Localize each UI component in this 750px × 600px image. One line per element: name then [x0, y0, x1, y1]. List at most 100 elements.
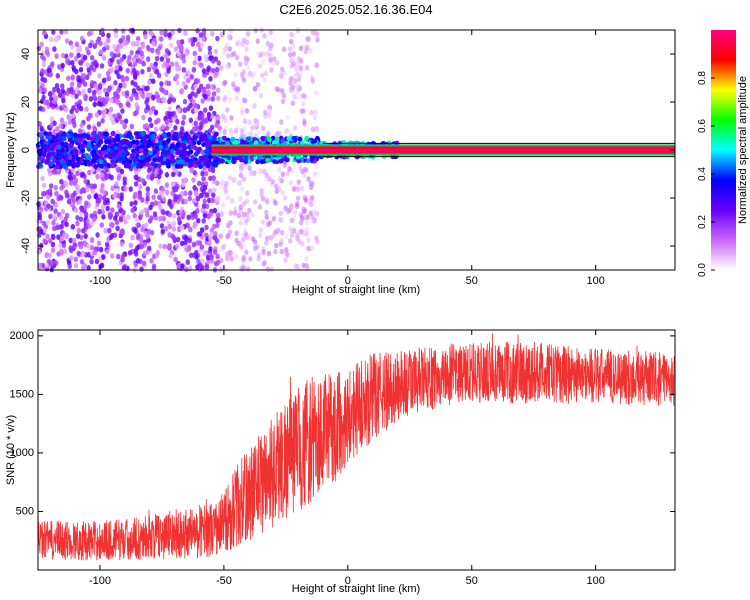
spectrogram-cell — [222, 129, 227, 135]
spectrogram-cell — [56, 87, 61, 94]
spectrogram-cell — [290, 83, 295, 90]
x-tick-label: 100 — [587, 275, 605, 287]
spectrogram-cell — [133, 181, 139, 187]
spectrogram-cell — [238, 196, 243, 202]
spectrogram-cell — [89, 237, 95, 244]
spectrogram-cell — [287, 46, 293, 52]
spectrogram-cell — [97, 131, 103, 137]
spectrogram-cell — [213, 72, 218, 79]
spectrogram-cell — [84, 153, 90, 158]
spectrogram-cell — [96, 167, 102, 173]
spectrogram-cell — [253, 245, 258, 252]
spectrogram-cell — [139, 243, 144, 250]
spectrogram-cell — [52, 212, 57, 219]
spectrogram-cell — [108, 97, 114, 103]
spectrogram-cell — [268, 29, 273, 36]
spectrogram-cell — [200, 258, 205, 264]
spectrogram-cell — [223, 46, 228, 52]
spectrogram-cell — [270, 179, 275, 185]
spectrogram-cell — [169, 61, 175, 67]
spectrogram-cell — [306, 237, 311, 243]
spectrogram-cell — [219, 179, 225, 186]
spectrogram-cell — [141, 135, 146, 141]
spectrogram-cell — [202, 118, 207, 125]
spectrogram-cell — [151, 78, 156, 84]
spectrogram-cell — [119, 168, 125, 175]
spectrogram-cell — [290, 100, 295, 107]
spectrogram-cell — [44, 46, 50, 53]
spectrogram-cell — [41, 182, 47, 189]
spectrogram-cell — [248, 171, 254, 177]
spectrogram-cell — [215, 217, 220, 223]
spectrogram-cell — [92, 101, 97, 108]
spectrogram-cell — [179, 126, 185, 132]
spectrogram-cell — [125, 141, 131, 147]
spectrogram-cell — [199, 192, 204, 199]
spectrogram-cell — [70, 167, 76, 174]
spectrogram-cell — [112, 193, 117, 199]
spectrogram-cell — [277, 130, 282, 137]
spectrogram-cell — [57, 92, 63, 98]
spectrogram-cell — [161, 141, 167, 146]
spectrogram-cell — [175, 142, 181, 147]
spectrogram-cell — [243, 60, 249, 66]
spectrogram-cell — [291, 61, 297, 67]
spectrogram-cell — [186, 144, 192, 150]
spectrogram-cell — [172, 213, 177, 219]
spectrogram-cell — [244, 108, 250, 114]
spectrogram-cell — [54, 190, 59, 197]
spectrogram-cell — [238, 61, 243, 67]
spectrogram-cell — [44, 145, 50, 151]
spectrogram-cell — [71, 113, 76, 119]
spectrogram-cell — [66, 198, 72, 205]
spectrogram-cell — [230, 157, 236, 163]
spectrogram-cell — [86, 124, 92, 130]
spectrogram-cell — [280, 230, 285, 236]
spectrogram-cell — [162, 133, 168, 139]
spectrogram-cell — [196, 217, 201, 224]
spectrogram-cell — [212, 207, 218, 214]
spectrogram-cell — [121, 156, 127, 162]
spectrogram-cell — [224, 255, 230, 262]
spectrogram-cell — [222, 135, 227, 141]
spectrogram-cell — [113, 32, 119, 39]
spectrogram-cell — [289, 232, 295, 239]
spectrogram-cell — [147, 79, 152, 86]
spectrogram-cell — [134, 251, 139, 257]
spectrogram-cell — [65, 132, 70, 138]
spectrogram-cell — [213, 48, 218, 55]
spectrogram-cell — [45, 51, 51, 57]
spectrogram-cell — [210, 58, 216, 64]
colorbar-tick-label: 0.2 — [697, 215, 708, 229]
spectrogram-cell — [43, 69, 48, 75]
spectrogram-cell — [315, 36, 320, 43]
spectrogram-cell — [187, 93, 192, 100]
spectrogram-cell — [204, 56, 210, 63]
spectrogram-cell — [46, 67, 52, 73]
spectrogram-cell — [46, 155, 51, 160]
spectrogram-cell — [313, 109, 318, 116]
spectrogram-cell — [48, 101, 54, 108]
spectrogram-cell — [72, 162, 78, 168]
spectrogram-cell — [178, 195, 183, 202]
spectrogram-cell — [116, 175, 121, 181]
spectrogram-cell — [87, 31, 92, 37]
spectrogram-cell — [183, 131, 189, 137]
spectrogram-cell — [131, 143, 137, 149]
spectrogram-cell — [262, 259, 267, 266]
spectrogram-cell — [159, 56, 165, 62]
spectrogram-cell — [172, 135, 178, 141]
spectrogram-cell — [145, 195, 150, 202]
spectrogram-cell — [121, 90, 126, 97]
x-tick-label: -100 — [89, 275, 111, 287]
spectrogram-cell — [164, 48, 170, 54]
spectrogram-cell — [304, 263, 309, 269]
spectrogram-cell — [205, 163, 211, 169]
spectrogram-cell — [59, 117, 65, 124]
spectrogram-cell — [42, 87, 47, 93]
spectrogram-cell — [70, 223, 76, 230]
spectrogram-cell — [80, 148, 85, 154]
spectrogram-cell — [85, 74, 90, 81]
spectrogram-cell — [285, 170, 290, 176]
spectrogram-cell — [125, 101, 130, 107]
